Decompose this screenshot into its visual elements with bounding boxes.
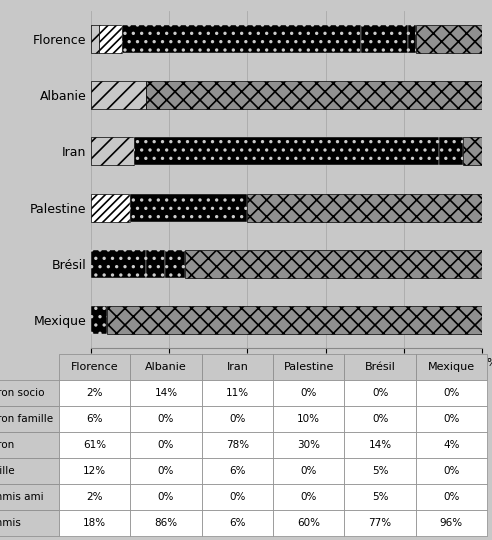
Bar — [91, 194, 130, 222]
Bar — [130, 194, 247, 222]
Bar — [146, 250, 165, 278]
Bar — [165, 250, 185, 278]
Bar — [107, 306, 482, 334]
Bar — [123, 25, 361, 53]
Bar — [462, 137, 486, 165]
Bar — [91, 25, 99, 53]
Bar — [99, 25, 123, 53]
Bar — [416, 25, 486, 53]
Bar — [134, 137, 439, 165]
Bar — [91, 250, 146, 278]
Bar — [91, 306, 107, 334]
Bar — [146, 81, 482, 109]
Bar — [185, 250, 486, 278]
Bar — [247, 194, 482, 222]
Bar — [91, 137, 134, 165]
Bar — [408, 25, 416, 53]
Bar — [91, 81, 146, 109]
Bar — [361, 25, 408, 53]
Bar — [439, 137, 462, 165]
